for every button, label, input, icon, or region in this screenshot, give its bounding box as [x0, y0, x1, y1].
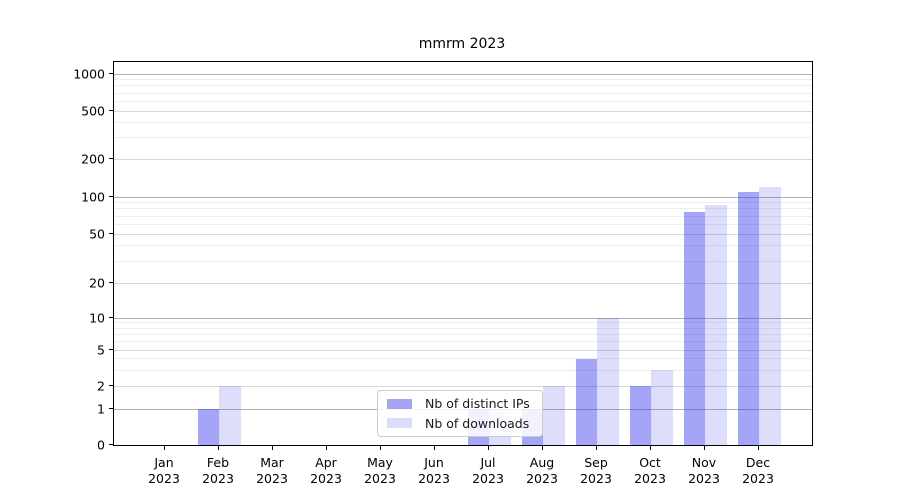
bar	[197, 409, 219, 445]
gridline-minor	[114, 85, 812, 86]
y-tick-mark	[109, 349, 113, 350]
x-tick-label: Sep 2023	[580, 455, 612, 486]
y-tick-label: 10	[89, 310, 105, 326]
gridline-major	[114, 197, 812, 198]
gridline-minor	[114, 328, 812, 329]
y-tick-mark	[109, 233, 113, 234]
x-tick-mark	[488, 446, 489, 450]
gridline-minor	[114, 216, 812, 217]
gridline-minor	[114, 322, 812, 323]
plot-area	[113, 61, 813, 446]
bar	[651, 370, 673, 445]
x-tick-label: Mar 2023	[256, 455, 288, 486]
gridline-minor	[114, 137, 812, 138]
gridline-major	[114, 234, 812, 235]
x-tick-mark	[596, 446, 597, 450]
x-tick-mark	[650, 446, 651, 450]
x-tick-mark	[380, 446, 381, 450]
y-tick-mark	[109, 196, 113, 197]
chart-title: mmrm 2023	[418, 36, 506, 52]
gridline-minor	[114, 358, 812, 359]
gridline-major	[114, 350, 812, 351]
y-tick-mark	[109, 317, 113, 318]
bar	[759, 187, 781, 445]
bar	[597, 318, 619, 445]
legend-label: Nb of downloads	[425, 415, 530, 431]
legend-swatch	[387, 398, 412, 409]
x-tick-label: Dec 2023	[742, 455, 774, 486]
y-tick-label: 100	[81, 189, 105, 205]
bar	[683, 211, 705, 445]
gridline-minor	[114, 245, 812, 246]
x-tick-mark	[434, 446, 435, 450]
x-tick-label: Apr 2023	[310, 455, 342, 486]
y-tick-label: 0	[97, 437, 105, 453]
gridline-minor	[114, 341, 812, 342]
gridline-minor	[114, 202, 812, 203]
gridline-minor	[114, 79, 812, 80]
x-tick-mark	[542, 446, 543, 450]
legend: Nb of distinct IPs Nb of downloads	[377, 390, 543, 437]
gridline-major	[114, 283, 812, 284]
gridline-minor	[114, 370, 812, 371]
gridline-major	[114, 111, 812, 112]
gridline-major	[114, 74, 812, 75]
x-tick-label: May 2023	[364, 455, 396, 486]
legend-entry: Nb of distinct IPs	[378, 396, 542, 411]
x-tick-label: Jan 2023	[148, 455, 180, 486]
y-tick-label: 500	[81, 103, 105, 119]
bar	[575, 358, 597, 445]
y-tick-label: 5	[97, 342, 105, 358]
gridline-minor	[114, 224, 812, 225]
y-tick-label: 2	[97, 378, 105, 394]
gridline-major	[114, 159, 812, 160]
x-tick-mark	[758, 446, 759, 450]
x-tick-label: Feb 2023	[202, 455, 234, 486]
bar	[543, 386, 565, 445]
x-tick-label: Jun 2023	[418, 455, 450, 486]
y-tick-mark	[109, 408, 113, 409]
y-tick-mark	[109, 110, 113, 111]
y-tick-label: 1	[97, 401, 105, 417]
y-tick-label: 1000	[73, 66, 105, 82]
gridline-minor	[114, 101, 812, 102]
x-tick-label: Jul 2023	[472, 455, 504, 486]
gridline-major	[114, 318, 812, 319]
gridline-minor	[114, 334, 812, 335]
legend-entry: Nb of downloads	[378, 416, 542, 431]
y-tick-label: 50	[89, 226, 105, 242]
legend-swatch	[387, 418, 412, 429]
y-tick-mark	[109, 385, 113, 386]
x-tick-mark	[326, 446, 327, 450]
gridline-minor	[114, 261, 812, 262]
y-tick-mark	[109, 73, 113, 74]
y-tick-mark	[109, 158, 113, 159]
bar	[219, 386, 241, 445]
legend-label: Nb of distinct IPs	[425, 396, 530, 412]
x-tick-mark	[704, 446, 705, 450]
gridline-minor	[114, 93, 812, 94]
x-tick-mark	[164, 446, 165, 450]
x-tick-label: Aug 2023	[526, 455, 558, 486]
x-tick-label: Oct 2023	[634, 455, 666, 486]
gridline-minor	[114, 122, 812, 123]
gridline-minor	[114, 208, 812, 209]
y-tick-mark	[109, 282, 113, 283]
y-tick-label: 200	[81, 151, 105, 167]
gridline-major	[114, 386, 812, 387]
x-tick-mark	[272, 446, 273, 450]
x-tick-mark	[218, 446, 219, 450]
x-tick-label: Nov 2023	[688, 455, 720, 486]
bar	[737, 191, 759, 445]
bar	[705, 205, 727, 445]
y-tick-mark	[109, 444, 113, 445]
y-tick-label: 20	[89, 275, 105, 291]
bar	[629, 386, 651, 445]
